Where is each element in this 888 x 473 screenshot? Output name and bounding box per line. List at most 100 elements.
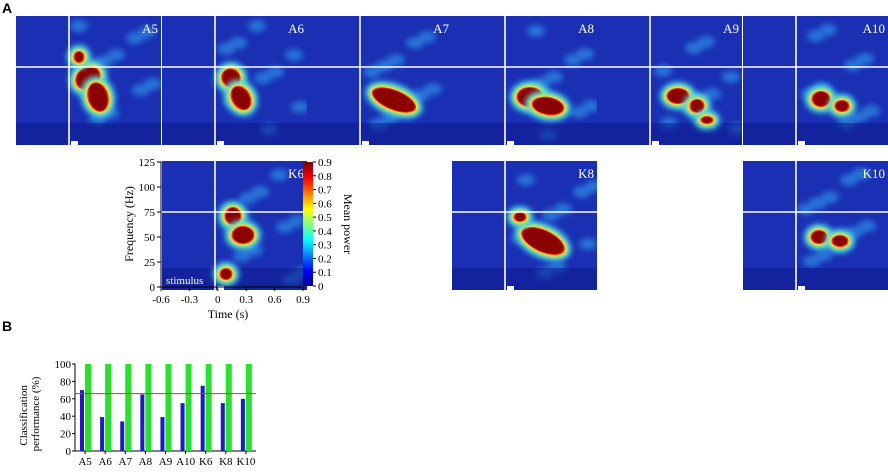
bar-green-a6 — [105, 364, 112, 451]
tile-a7: A7 — [307, 16, 452, 145]
colorbar-title: Mean power — [341, 194, 355, 254]
bar-blue-a10 — [180, 403, 185, 451]
bar-x-tick-label: A8 — [139, 456, 153, 468]
colorbar-gradient — [303, 162, 313, 286]
bar-blue-a9 — [160, 417, 165, 451]
bar-blue-a5 — [80, 390, 84, 451]
tile-label: K10 — [863, 166, 885, 181]
bar-y-title: Classification performance (%) — [18, 376, 42, 451]
panel-b-letter: B — [2, 318, 12, 334]
activation-blob — [80, 76, 116, 118]
tile-a10: A10 — [743, 16, 888, 145]
bar-y-title-line2: performance (%) — [30, 376, 42, 451]
bar-y-title-line1: Classification — [18, 385, 30, 446]
k6-x-tick-label: 0.3 — [239, 294, 253, 306]
tile-label: A7 — [433, 21, 449, 36]
tile-a9: A9 — [597, 16, 742, 145]
tile-label: A5 — [142, 21, 158, 36]
bar-x-tick-label: A7 — [119, 456, 133, 468]
stimulus-label: stimulus — [166, 275, 203, 287]
bar-y-tick-label: 0 — [66, 446, 72, 458]
bar-blue-a6 — [100, 417, 105, 451]
tile-label: A10 — [863, 21, 885, 36]
activation-blob — [67, 45, 91, 69]
activation-blob — [825, 229, 855, 253]
tile-a5: A5 — [16, 16, 161, 145]
k6-y-ticks: 0 25 50 75 100 125 — [139, 157, 161, 294]
tile-label: A8 — [578, 21, 594, 36]
tile-k6: K6 — [162, 161, 307, 290]
colorbar-ticks: 0 0.1 0.20.3 0.4 0.5 0.60.7 0.8 0.9 — [313, 157, 332, 293]
bar-green-a7 — [125, 364, 132, 451]
bar-blue-a7 — [120, 421, 125, 451]
tile-k8: K8 — [452, 161, 597, 290]
spectrogram-tiles: A5 A6 A7 A8 A9 A10 K6 K8 K10 — [16, 16, 888, 290]
k6-y-tick-label: 25 — [144, 257, 156, 269]
bar-y-tick-label: 60 — [60, 394, 72, 406]
colorbar-tick-label: 0.8 — [318, 171, 332, 183]
bar-green-k10 — [245, 364, 252, 451]
classification-bar-chart: Classification performance (%) 0 20 40 60 80… — [18, 359, 256, 468]
k6-x-tick-label: 0.9 — [296, 294, 310, 306]
tile-label: A6 — [288, 21, 304, 36]
k6-x-ticks: -0.6 -0.3 0 0.3 0.6 0.9 — [152, 287, 310, 306]
bar-green-k6 — [205, 364, 212, 451]
bar-y-tick-label: 100 — [55, 359, 72, 371]
bar-x-tick-label: A9 — [159, 456, 173, 468]
activation-blob — [224, 79, 258, 117]
bar-y-tick-label: 20 — [60, 429, 72, 441]
k6-y-tick-label: 75 — [144, 207, 156, 219]
k6-y-tick-label: 50 — [144, 232, 156, 244]
k6-y-tick-label: 100 — [139, 182, 156, 194]
activation-blob — [213, 262, 239, 286]
bar-blue-a8 — [140, 394, 145, 451]
colorbar-tick-label: 0.2 — [318, 253, 332, 265]
colorbar-tick-label: 0.1 — [318, 267, 332, 279]
activation-blob — [225, 220, 261, 250]
activation-blob — [507, 206, 533, 228]
bar-x-tick-label: K10 — [236, 456, 255, 468]
activation-blob — [694, 110, 720, 130]
k6-axes: 0 25 50 75 100 125 -0.6 -0.3 0 0.3 0.6 0.9 Time (s… — [122, 157, 310, 321]
bar-x-tick-label: A5 — [78, 456, 92, 468]
bar-blue-k6 — [200, 385, 205, 451]
tile-k10: K10 — [743, 161, 888, 290]
colorbar-tick-label: 0.5 — [318, 212, 332, 224]
activation-blob — [365, 81, 423, 119]
tile-a6: A6 — [162, 16, 307, 145]
activation-blob — [514, 221, 572, 261]
colorbar: 0 0.1 0.20.3 0.4 0.5 0.60.7 0.8 0.9 Mean power — [303, 157, 355, 293]
colorbar-tick-label: 0.6 — [318, 198, 332, 210]
bar-green-a5 — [85, 364, 91, 451]
tile-label: K8 — [578, 166, 594, 181]
k6-x-tick-label: -0.6 — [152, 294, 170, 306]
colorbar-tick-label: 0.4 — [318, 226, 332, 238]
k6-x-tick-label: 0 — [215, 294, 221, 306]
colorbar-tick-label: 0.7 — [318, 185, 332, 197]
bar-y-tick-label: 80 — [60, 376, 72, 388]
bar-blue-k10 — [240, 398, 245, 451]
bar-x-tick-label: K8 — [219, 456, 233, 468]
colorbar-tick-label: 0.3 — [318, 240, 332, 252]
bar-green-a8 — [145, 364, 152, 451]
bar-x-tick-label: A10 — [176, 456, 195, 468]
tile-label: A9 — [723, 21, 739, 36]
bar-x-tick-label: K6 — [199, 456, 213, 468]
colorbar-tick-label: 0 — [318, 281, 324, 293]
tile-a8: A8 — [452, 16, 597, 145]
bar-blue-k8 — [220, 403, 225, 451]
bar-green-a9 — [165, 364, 172, 451]
bar-green-a10 — [185, 364, 192, 451]
k6-y-axis-title: Frequency (Hz) — [122, 186, 136, 262]
panel-a-letter: A — [2, 0, 12, 16]
activation-blob — [525, 90, 571, 122]
k6-x-tick-label: -0.3 — [181, 294, 199, 306]
bar-x-tick-label: A6 — [98, 456, 112, 468]
k6-y-tick-label: 125 — [139, 157, 156, 169]
bar-chart-content: 0 20 40 60 80 100 A5 A6 A7 A8 A9 A10 K6 K8 K10 — [55, 359, 256, 468]
k6-y-tick-label: 0 — [150, 282, 156, 294]
tile-label: K6 — [288, 166, 304, 181]
k6-x-tick-label: 0.6 — [268, 294, 282, 306]
bar-green-k8 — [225, 364, 232, 451]
